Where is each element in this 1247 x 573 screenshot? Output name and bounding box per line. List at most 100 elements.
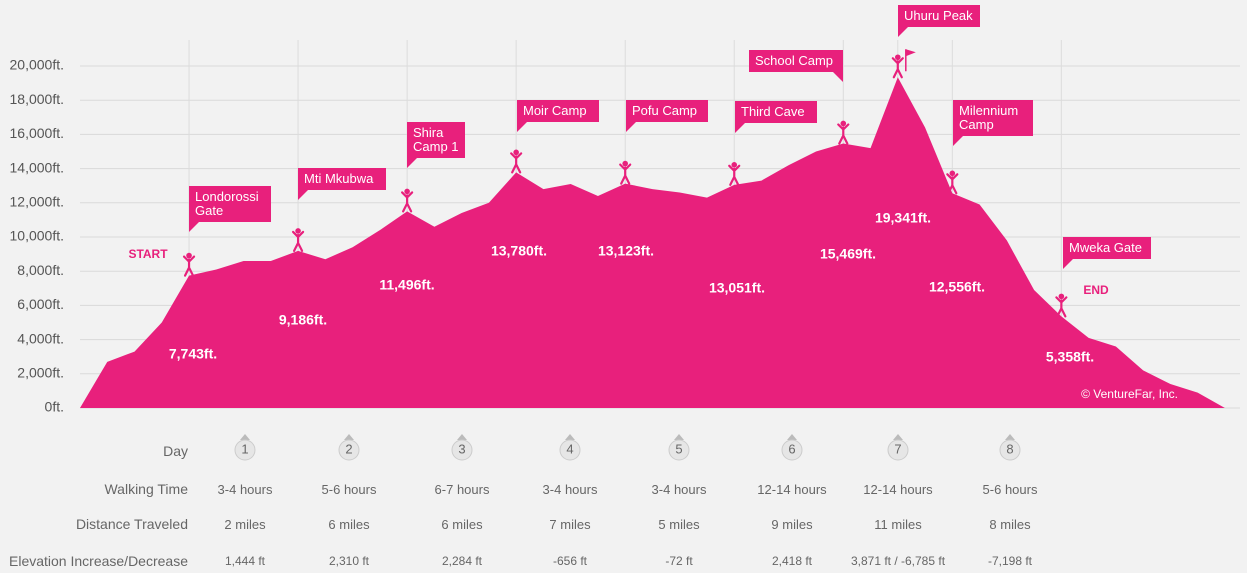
table-cell: 11 miles	[874, 517, 922, 532]
hiker-icon	[291, 228, 305, 253]
day-marker	[1005, 434, 1015, 440]
day-marker	[457, 434, 467, 440]
label-tail	[833, 72, 843, 82]
day-circle	[338, 439, 360, 461]
day-marker	[674, 434, 684, 440]
table-cell: -656 ft	[552, 554, 588, 568]
flag	[905, 49, 916, 57]
table-cell: 12-14 hours	[863, 482, 933, 497]
table-cell: 9 miles	[771, 517, 813, 532]
table-cell: 6-7 hours	[434, 482, 490, 497]
label-tail	[953, 136, 963, 146]
label-tail	[189, 222, 199, 232]
y-tick-label: 16,000ft.	[10, 125, 65, 141]
hiker-icon	[728, 162, 741, 186]
day-marker	[893, 434, 903, 440]
y-tick-label: 4,000ft.	[17, 330, 64, 346]
icon-body	[291, 230, 305, 253]
label-tail	[298, 190, 308, 200]
camp-label: School Camp	[749, 50, 843, 72]
y-tick-label: 0ft.	[45, 399, 64, 415]
icon-head	[513, 149, 519, 156]
table-cell: 5 miles	[658, 517, 700, 532]
table-cell: 3-4 hours	[651, 482, 707, 497]
y-tick-label: 8,000ft.	[17, 262, 64, 278]
day-circle	[887, 439, 909, 461]
table-cell: 3-4 hours	[217, 482, 273, 497]
start-label: START	[128, 247, 168, 261]
day-circle	[234, 439, 256, 461]
day-circle	[999, 439, 1021, 461]
icon-head	[295, 228, 301, 234]
table-cell: 8 miles	[989, 517, 1031, 532]
day-marker	[565, 434, 575, 440]
label-tail	[626, 122, 636, 132]
hiker-icon	[619, 160, 632, 185]
camp-label: Third Cave	[735, 101, 817, 123]
row-label: Elevation Increase/Decrease	[9, 553, 188, 569]
table-cell: -72 ft	[665, 554, 693, 568]
table-cell: -7,198 ft	[987, 554, 1033, 568]
elevation-label: 11,496ft.	[379, 277, 434, 293]
day-number: 1	[241, 441, 248, 456]
credit: © VentureFar, Inc.	[1081, 387, 1178, 401]
day-number: 8	[1006, 441, 1013, 456]
camp-label: Pofu Camp	[626, 100, 708, 122]
table-cell: 12-14 hours	[757, 482, 827, 497]
day-marker	[240, 434, 250, 440]
icon-head	[840, 120, 847, 127]
icon-body	[837, 123, 850, 145]
elevation-label: 13,051ft.	[709, 280, 765, 296]
elevation-label: 7,743ft.	[169, 346, 217, 362]
icon-head	[622, 160, 628, 167]
table-cell: 5-6 hours	[982, 482, 1038, 497]
icon-body	[401, 191, 414, 213]
icon-body	[946, 173, 959, 195]
row-label: Walking Time	[104, 481, 188, 497]
camp-label: Milennium Camp	[953, 100, 1033, 136]
icon-head	[895, 54, 901, 61]
label-tail	[735, 123, 745, 133]
icon-body	[891, 57, 904, 79]
table-cell: 2,310 ft	[328, 554, 370, 568]
row-label: Distance Traveled	[75, 516, 188, 532]
icon-head	[1058, 293, 1065, 300]
hiker-icon	[837, 120, 850, 145]
end-label: END	[1083, 283, 1109, 297]
y-tick-label: 6,000ft.	[17, 296, 64, 312]
camp-label: Mti Mkubwa	[298, 168, 386, 190]
y-tick-label: 12,000ft.	[10, 194, 65, 210]
day-marker	[344, 434, 354, 440]
y-tick-label: 14,000ft.	[10, 159, 65, 175]
day-number: 2	[345, 441, 352, 456]
icon-body	[182, 255, 196, 277]
camp-label: Londorossi Gate	[189, 186, 271, 222]
table-cell: 3-4 hours	[542, 482, 598, 497]
label-tail	[517, 122, 527, 132]
table-cell: 3,871 ft / -6,785 ft	[850, 554, 946, 568]
y-tick-label: 10,000ft.	[10, 228, 65, 244]
table-cell: 6 miles	[328, 517, 370, 532]
icon-head	[186, 252, 192, 259]
day-circle	[451, 439, 473, 461]
day-number: 5	[675, 441, 682, 456]
icon-body	[619, 163, 632, 185]
icon-head	[404, 188, 410, 195]
y-tick-label: 18,000ft.	[10, 91, 65, 107]
day-number: 7	[894, 441, 901, 456]
table-cell: 2,284 ft	[441, 554, 483, 568]
elevation-label: 19,341ft.	[875, 210, 931, 226]
table-cell: 2 miles	[224, 517, 266, 532]
table-cell: 7 miles	[549, 517, 591, 532]
elevation-area	[80, 77, 1225, 409]
day-number: 6	[788, 441, 795, 456]
elevation-label: 13,123ft.	[598, 243, 654, 259]
day-circle	[781, 439, 803, 461]
camp-label: Shira Camp 1	[407, 122, 465, 158]
label-tail	[407, 158, 417, 168]
day-circle	[559, 439, 581, 461]
icon-body	[728, 164, 741, 186]
hiker-icon	[946, 170, 959, 195]
